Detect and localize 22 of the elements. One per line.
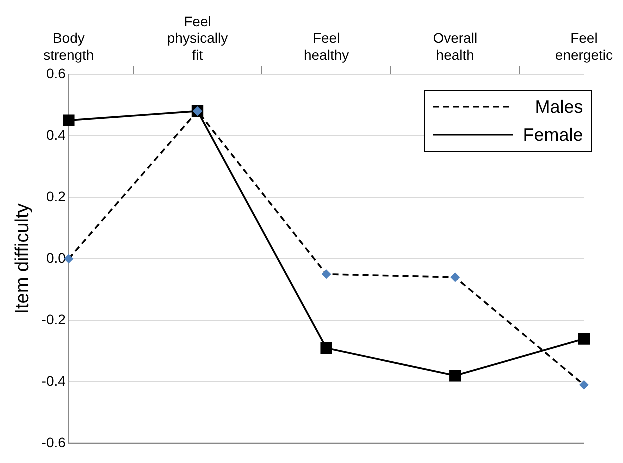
point (320, 342, 332, 354)
x-tick-label: Feel physically fit (167, 13, 228, 63)
y-tick-label: 0.6 (46, 65, 66, 82)
point (450, 273, 460, 282)
y-tick-label: -0.4 (42, 372, 66, 389)
legend-label: Female (523, 124, 584, 146)
y-tick-label: 0.4 (46, 126, 66, 143)
point (578, 333, 590, 345)
point (63, 114, 75, 126)
y-tick-label: -0.2 (42, 311, 66, 328)
point (580, 380, 589, 390)
point (450, 370, 462, 382)
legend-label: Males (535, 96, 584, 118)
y-tick-label: 0.2 (46, 188, 66, 204)
y-axis-title: Item difficulty (12, 203, 34, 314)
x-tick-label: Body strength (44, 30, 94, 63)
x-tick-label: Feel energetic (555, 30, 613, 63)
y-tick-label: 0.0 (46, 250, 66, 266)
point (322, 270, 331, 279)
x-tick-label: Overall health (433, 30, 478, 63)
x-tick-label: Feel healthy (304, 30, 350, 63)
y-tick-label: -0.6 (42, 434, 66, 450)
